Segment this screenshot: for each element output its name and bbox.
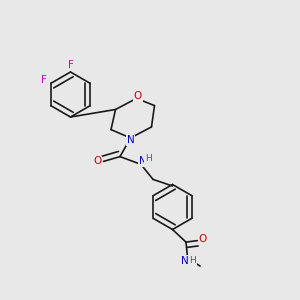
Text: O: O	[93, 156, 102, 167]
Text: O: O	[134, 91, 142, 101]
Text: N: N	[139, 156, 146, 167]
Text: N: N	[127, 135, 134, 146]
Text: N: N	[181, 256, 189, 266]
Text: F: F	[40, 75, 46, 85]
Text: F: F	[68, 59, 74, 70]
Text: O: O	[199, 234, 207, 244]
Text: H: H	[190, 256, 196, 265]
Text: H: H	[145, 154, 152, 163]
